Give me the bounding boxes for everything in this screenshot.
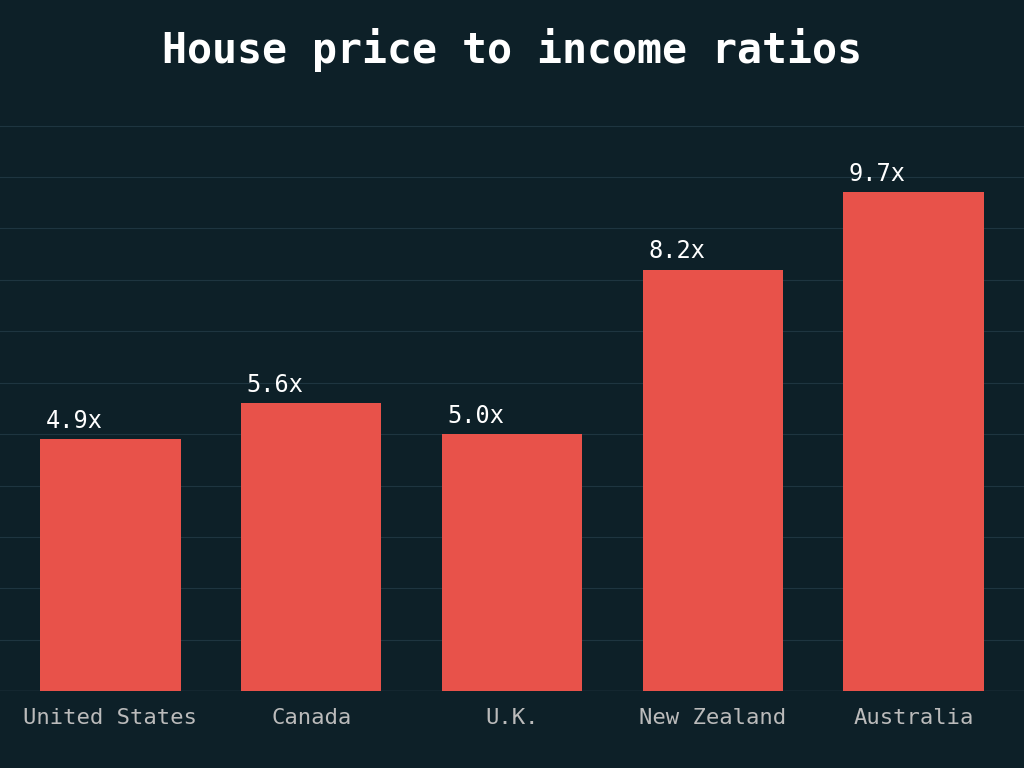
- Bar: [241, 403, 382, 691]
- Text: 4.9x: 4.9x: [46, 409, 102, 433]
- Text: 5.0x: 5.0x: [447, 404, 505, 428]
- Text: 8.2x: 8.2x: [648, 240, 706, 263]
- Bar: [441, 434, 583, 691]
- Bar: [844, 193, 984, 691]
- Text: 5.6x: 5.6x: [247, 373, 303, 397]
- Bar: [40, 439, 180, 691]
- Text: House price to income ratios: House price to income ratios: [162, 28, 862, 72]
- Bar: [642, 270, 783, 691]
- Text: 9.7x: 9.7x: [849, 162, 906, 186]
